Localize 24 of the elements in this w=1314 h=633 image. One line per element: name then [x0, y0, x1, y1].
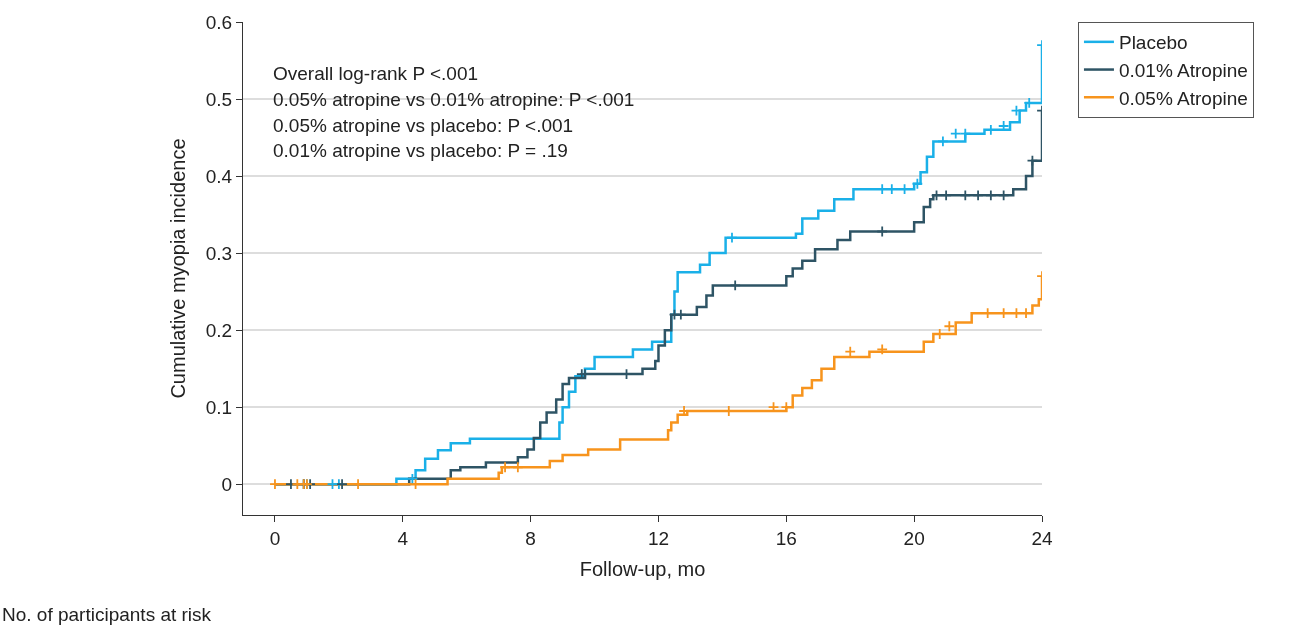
legend-label: 0.01% Atropine	[1118, 59, 1248, 81]
annotation: 0.05% atropine vs placebo: P <.001	[273, 115, 574, 136]
x-tick-label: 12	[647, 527, 670, 549]
y-tick-label: 0	[221, 473, 233, 495]
legend-label: 0.05% Atropine	[1118, 87, 1248, 109]
y-tick-label: 0.5	[205, 88, 233, 110]
y-tick-label: 0.4	[205, 165, 233, 187]
annotation: 0.01% atropine vs placebo: P = .19	[273, 140, 568, 161]
x-tick-label: 8	[525, 527, 536, 549]
y-axis-title: Cumulative myopia incidence	[167, 138, 190, 399]
x-tick-label: 16	[775, 527, 797, 549]
y-tick-label: 0.6	[205, 11, 233, 33]
annotation: 0.05% atropine vs 0.01% atropine: P <.001	[273, 89, 635, 110]
x-tick-label: 24	[1031, 527, 1053, 549]
legend-label: Placebo	[1118, 32, 1188, 54]
annotation: Overall log-rank P <.001	[273, 63, 479, 84]
y-tick-label: 0.3	[205, 242, 233, 264]
x-tick-label: 20	[903, 527, 925, 549]
x-tick-label: 4	[397, 527, 409, 549]
y-tick-label: 0.2	[205, 319, 233, 341]
x-axis-title: Follow-up, mo	[579, 558, 706, 581]
y-tick-label: 0.1	[205, 396, 233, 418]
text: No. of participants at risk	[2, 604, 212, 625]
x-tick-label: 0	[269, 527, 281, 549]
